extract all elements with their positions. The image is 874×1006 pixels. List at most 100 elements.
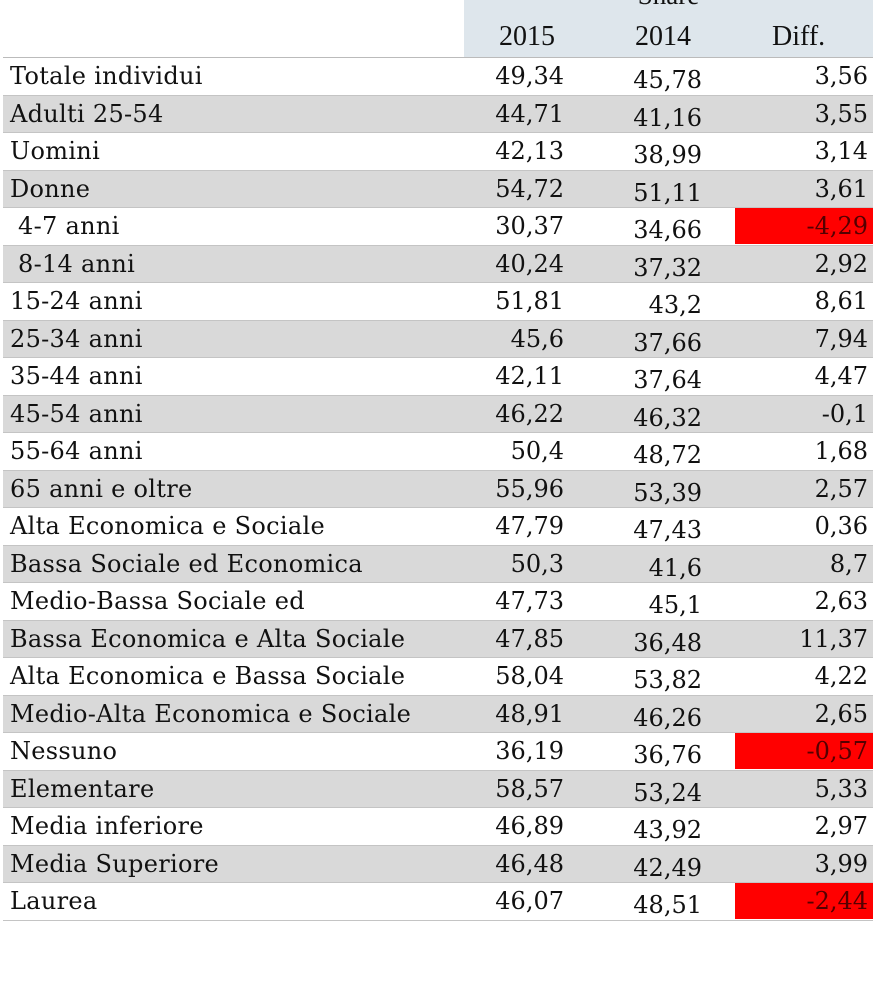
cell-2015: 47,79 — [495, 512, 564, 540]
cell-2014: 51,11 — [633, 178, 702, 207]
cell-2015: 46,22 — [495, 399, 564, 428]
cell-diff: 2,92 — [814, 249, 868, 278]
table-row: Media Superiore 46,48 42,49 3,99 — [3, 845, 873, 883]
row-label: Totale individui — [10, 62, 203, 90]
cell-2015: 48,91 — [495, 699, 564, 728]
table-row: Bassa Economica e Alta Sociale 47,85 36,48… — [3, 620, 873, 658]
cell-diff: 1,68 — [814, 437, 868, 465]
row-label: Elementare — [10, 774, 155, 803]
cell-diff: 7,94 — [814, 324, 868, 353]
cell-2015: 58,57 — [495, 774, 564, 803]
cell-2015: 42,13 — [495, 137, 564, 165]
table-row: Uomini 42,13 38,99 3,14 — [3, 133, 873, 171]
table-row: Alta Economica e Bassa Sociale 58,04 53,82… — [3, 658, 873, 696]
cell-2015: 50,3 — [510, 549, 564, 578]
cell-2014: 43,92 — [633, 816, 702, 844]
cell-2014: 36,48 — [633, 628, 702, 657]
cell-2014: 42,49 — [633, 853, 702, 882]
cell-2014: 41,16 — [633, 103, 702, 132]
row-label: 45-54 anni — [10, 399, 143, 428]
row-label: Alta Economica e Bassa Sociale — [10, 662, 406, 690]
cell-diff: 3,14 — [814, 137, 868, 165]
table-row: Medio-Bassa Sociale ed 47,73 45,1 2,63 — [3, 583, 873, 621]
row-label: 25-34 anni — [10, 324, 143, 353]
row-label: Medio-Alta Economica e Sociale — [10, 699, 412, 728]
cell-2015: 40,24 — [495, 249, 564, 278]
row-label: 35-44 anni — [10, 362, 143, 390]
cell-2015: 51,81 — [495, 287, 564, 315]
cell-diff: 4,47 — [814, 362, 868, 390]
row-label: Alta Economica e Sociale — [10, 512, 325, 540]
cell-diff: 2,97 — [814, 812, 868, 840]
cell-2015: 46,89 — [495, 812, 564, 840]
cell-diff: 4,22 — [814, 662, 868, 690]
header-title: Share — [464, 0, 873, 9]
cell-2015: 54,72 — [495, 174, 564, 203]
cell-2014: 38,99 — [633, 141, 702, 169]
table-row: 65 anni e oltre 55,96 53,39 2,57 — [3, 470, 873, 508]
cell-2014: 36,76 — [633, 741, 702, 769]
row-label: Medio-Bassa Sociale ed — [10, 587, 305, 615]
row-label: Bassa Economica e Alta Sociale — [10, 624, 406, 653]
cell-2015: 36,19 — [495, 737, 564, 765]
cell-2015: 47,85 — [495, 624, 564, 653]
negative-highlight — [735, 208, 873, 244]
table-row: Adulti 25-54 44,71 41,16 3,55 — [3, 95, 873, 133]
row-label: Bassa Sociale ed Economica — [10, 549, 363, 578]
negative-highlight — [735, 883, 873, 919]
cell-2015: 44,71 — [495, 99, 564, 128]
table-row: Elementare 58,57 53,24 5,33 — [3, 770, 873, 808]
cell-2015: 55,96 — [495, 474, 564, 503]
table-row: Totale individui 49,34 45,78 3,56 — [3, 58, 873, 96]
row-label: Media Superiore — [10, 849, 219, 878]
cell-2015: 49,34 — [495, 62, 564, 90]
cell-diff: 8,61 — [814, 287, 868, 315]
row-label: Uomini — [10, 137, 101, 165]
cell-2014: 48,72 — [633, 441, 702, 469]
cell-2015: 58,04 — [495, 662, 564, 690]
table-header: Share 2015 2014 Diff. — [3, 0, 873, 58]
table-row: Nessuno 36,19 36,76 -0,57 — [3, 733, 873, 771]
table-row: 45-54 anni 46,22 46,32 -0,1 — [3, 395, 873, 433]
cell-2014: 45,78 — [633, 66, 702, 94]
column-header-2015: 2015 — [499, 21, 555, 52]
cell-2014: 53,24 — [633, 778, 702, 807]
row-label: Laurea — [10, 887, 98, 915]
cell-2014: 41,6 — [648, 553, 702, 582]
cell-diff: -4,29 — [806, 212, 868, 240]
share-table: Share 2015 2014 Diff. Totale individui 49… — [3, 0, 873, 921]
table-row: Laurea 46,07 48,51 -2,44 — [3, 883, 873, 921]
row-label: 15-24 anni — [10, 287, 143, 315]
cell-2014: 34,66 — [633, 216, 702, 244]
cell-diff: -0,57 — [806, 737, 868, 765]
cell-2015: 46,48 — [495, 849, 564, 878]
cell-2015: 47,73 — [495, 587, 564, 615]
table-row: 55-64 anni 50,4 48,72 1,68 — [3, 433, 873, 471]
cell-diff: 11,37 — [799, 624, 868, 653]
row-label: 65 anni e oltre — [10, 474, 193, 503]
header-background — [464, 0, 873, 57]
cell-2014: 53,39 — [633, 478, 702, 507]
cell-diff: 3,99 — [814, 849, 868, 878]
cell-diff: 0,36 — [814, 512, 868, 540]
cell-2015: 50,4 — [510, 437, 564, 465]
cell-diff: 8,7 — [829, 549, 868, 578]
column-header-2014: 2014 — [635, 21, 691, 52]
cell-2014: 46,26 — [633, 703, 702, 732]
table-row: Bassa Sociale ed Economica 50,3 41,6 8,7 — [3, 545, 873, 583]
table-row: 35-44 anni 42,11 37,64 4,47 — [3, 358, 873, 396]
cell-diff: 2,57 — [814, 474, 868, 503]
cell-diff: 3,55 — [814, 99, 868, 128]
cell-diff: -0,1 — [821, 399, 868, 428]
cell-2014: 37,64 — [633, 366, 702, 394]
cell-2015: 46,07 — [495, 887, 564, 915]
table-row: Medio-Alta Economica e Sociale 48,91 46,26… — [3, 695, 873, 733]
cell-diff: 3,61 — [814, 174, 868, 203]
table-row: Donne 54,72 51,11 3,61 — [3, 170, 873, 208]
cell-2014: 46,32 — [633, 403, 702, 432]
cell-2015: 42,11 — [495, 362, 564, 390]
negative-highlight — [735, 733, 873, 769]
cell-diff: 2,65 — [814, 699, 868, 728]
row-label: Media inferiore — [10, 812, 204, 840]
cell-diff: 3,56 — [814, 62, 868, 90]
